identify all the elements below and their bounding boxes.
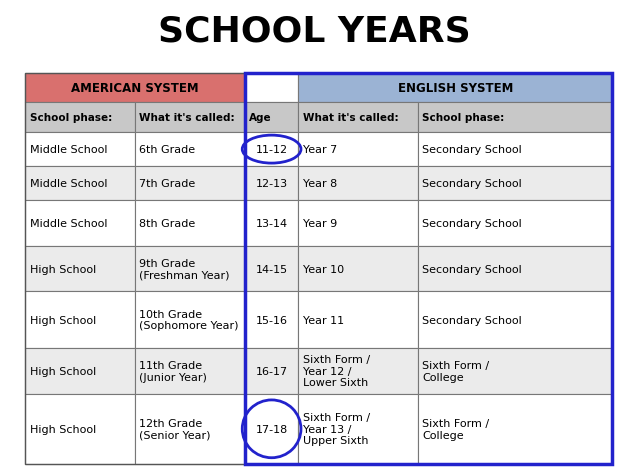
- Text: 14-15: 14-15: [256, 264, 288, 274]
- Bar: [135, 167, 245, 201]
- Text: 11-12: 11-12: [256, 145, 288, 155]
- Text: Secondary School: Secondary School: [422, 145, 522, 155]
- Bar: [298, 74, 612, 103]
- Text: Year 9: Year 9: [303, 218, 337, 228]
- Text: Middle School: Middle School: [30, 145, 107, 155]
- Bar: [298, 246, 418, 292]
- Bar: [135, 103, 245, 133]
- Bar: [245, 74, 298, 103]
- Text: 10th Grade
(Sophomore Year): 10th Grade (Sophomore Year): [139, 309, 239, 331]
- Text: Secondary School: Secondary School: [422, 315, 522, 325]
- Bar: [418, 246, 612, 292]
- Text: 15-16: 15-16: [256, 315, 288, 325]
- Bar: [418, 292, 612, 348]
- Bar: [135, 348, 245, 394]
- Text: 12th Grade
(Senior Year): 12th Grade (Senior Year): [139, 418, 211, 440]
- Bar: [418, 103, 612, 133]
- Text: High School: High School: [30, 315, 95, 325]
- Text: SCHOOL YEARS: SCHOOL YEARS: [158, 14, 470, 48]
- Bar: [135, 201, 245, 246]
- Bar: [298, 292, 418, 348]
- Text: Sixth Form /
College: Sixth Form / College: [422, 360, 489, 382]
- Bar: [25, 133, 135, 167]
- Text: 9th Grade
(Freshman Year): 9th Grade (Freshman Year): [139, 258, 230, 280]
- Text: Secondary School: Secondary School: [422, 179, 522, 189]
- Bar: [418, 167, 612, 201]
- Bar: [25, 74, 245, 103]
- Bar: [25, 348, 135, 394]
- Bar: [25, 246, 135, 292]
- Text: 17-18: 17-18: [256, 424, 288, 434]
- Text: Middle School: Middle School: [30, 218, 107, 228]
- Text: ENGLISH SYSTEM: ENGLISH SYSTEM: [398, 82, 513, 95]
- Bar: [418, 201, 612, 246]
- Text: Secondary School: Secondary School: [422, 218, 522, 228]
- Bar: [25, 167, 135, 201]
- Text: 11th Grade
(Junior Year): 11th Grade (Junior Year): [139, 360, 207, 382]
- Bar: [245, 103, 298, 133]
- Bar: [25, 292, 135, 348]
- Bar: [245, 394, 298, 464]
- Text: 6th Grade: 6th Grade: [139, 145, 195, 155]
- Text: School phase:: School phase:: [30, 113, 112, 123]
- Bar: [298, 394, 418, 464]
- Bar: [135, 394, 245, 464]
- Bar: [245, 74, 612, 464]
- Text: Year 10: Year 10: [303, 264, 344, 274]
- Bar: [245, 246, 298, 292]
- Bar: [245, 133, 298, 167]
- Bar: [298, 167, 418, 201]
- Bar: [418, 348, 612, 394]
- Text: What it's called:: What it's called:: [139, 113, 235, 123]
- Text: AMERICAN SYSTEM: AMERICAN SYSTEM: [71, 82, 199, 95]
- Bar: [25, 103, 135, 133]
- Bar: [135, 292, 245, 348]
- Bar: [135, 246, 245, 292]
- Bar: [298, 348, 418, 394]
- Bar: [298, 133, 418, 167]
- Text: Secondary School: Secondary School: [422, 264, 522, 274]
- Text: Middle School: Middle School: [30, 179, 107, 189]
- Bar: [25, 201, 135, 246]
- Bar: [298, 103, 418, 133]
- Bar: [298, 201, 418, 246]
- Text: 16-17: 16-17: [256, 366, 288, 376]
- Text: Sixth Form /
Year 12 /
Lower Sixth: Sixth Form / Year 12 / Lower Sixth: [303, 355, 370, 387]
- Text: High School: High School: [30, 366, 95, 376]
- Text: What it's called:: What it's called:: [303, 113, 398, 123]
- Bar: [418, 133, 612, 167]
- Text: 12-13: 12-13: [256, 179, 288, 189]
- Text: High School: High School: [30, 264, 95, 274]
- Text: 7th Grade: 7th Grade: [139, 179, 196, 189]
- Text: Year 8: Year 8: [303, 179, 337, 189]
- Text: Year 11: Year 11: [303, 315, 344, 325]
- Text: High School: High School: [30, 424, 95, 434]
- Text: Sixth Form /
College: Sixth Form / College: [422, 418, 489, 440]
- Bar: [245, 201, 298, 246]
- Text: 8th Grade: 8th Grade: [139, 218, 196, 228]
- Bar: [135, 133, 245, 167]
- Bar: [25, 74, 612, 464]
- Text: 13-14: 13-14: [256, 218, 288, 228]
- Bar: [25, 394, 135, 464]
- Text: Year 7: Year 7: [303, 145, 337, 155]
- Text: Age: Age: [249, 113, 272, 123]
- Bar: [418, 394, 612, 464]
- Bar: [245, 348, 298, 394]
- Text: Sixth Form /
Year 13 /
Upper Sixth: Sixth Form / Year 13 / Upper Sixth: [303, 412, 370, 446]
- Text: School phase:: School phase:: [422, 113, 504, 123]
- Bar: [245, 167, 298, 201]
- Bar: [245, 292, 298, 348]
